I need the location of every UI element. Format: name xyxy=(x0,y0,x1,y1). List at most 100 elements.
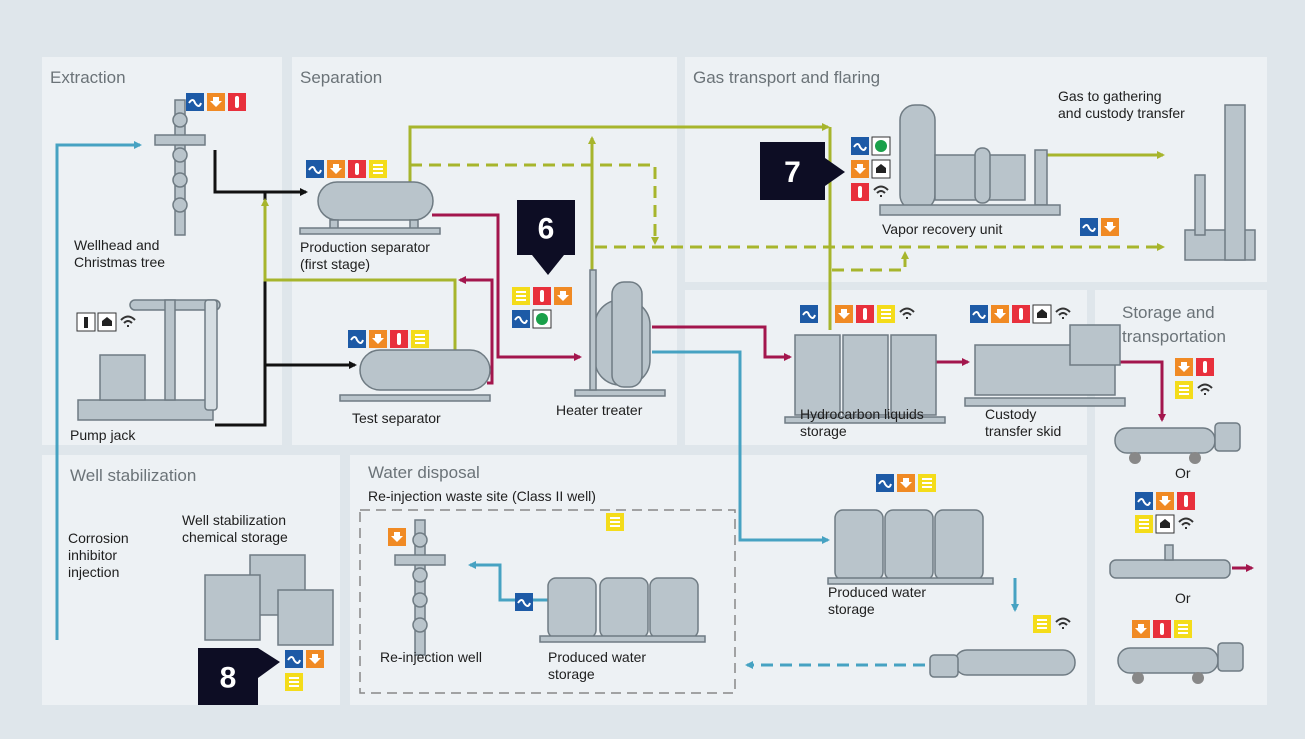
icon-glyph xyxy=(1203,361,1207,373)
equipment-part xyxy=(278,590,333,645)
label-line: Re-injection well xyxy=(380,649,482,665)
label-line: storage xyxy=(828,601,875,617)
section-title: Extraction xyxy=(50,68,126,87)
badge-number: 7 xyxy=(784,156,801,189)
section-title-line: Extraction xyxy=(50,68,126,87)
equipment-part xyxy=(1115,428,1215,453)
badge-number: 6 xyxy=(538,213,555,246)
equipment-part xyxy=(1195,175,1205,235)
wheel xyxy=(1129,452,1141,464)
equipment-part xyxy=(1035,150,1047,205)
valve xyxy=(413,533,427,547)
equipment-part xyxy=(575,390,665,396)
wheel xyxy=(1189,452,1201,464)
section-title: Gas transport and flaring xyxy=(693,68,880,87)
label: Heater treater xyxy=(556,402,643,418)
icon-glyph xyxy=(875,140,887,152)
label-line: transfer skid xyxy=(985,423,1061,439)
label-line: (first stage) xyxy=(300,256,370,272)
wheel xyxy=(1132,672,1144,684)
section-title-line: Gas transport and flaring xyxy=(693,68,880,87)
label-line: Custody xyxy=(985,406,1036,422)
equipment-part xyxy=(600,578,648,638)
equipment-part xyxy=(880,205,1060,215)
equipment-part xyxy=(1218,643,1243,671)
icon-glyph xyxy=(540,290,544,302)
valve xyxy=(173,148,187,162)
section-title-line: Storage and xyxy=(1122,303,1215,322)
label-line: inhibitor xyxy=(68,547,117,563)
valve xyxy=(413,618,427,632)
equipment-part xyxy=(548,578,596,638)
wheel xyxy=(1192,672,1204,684)
section-title: Separation xyxy=(300,68,382,87)
section-title: Water disposal xyxy=(368,463,480,482)
badge-number: 8 xyxy=(220,662,237,695)
label: Re-injection waste site (Class II well) xyxy=(368,488,596,504)
section-title-line: transportation xyxy=(1122,327,1226,346)
label-line: Or xyxy=(1175,590,1191,606)
label: Test separator xyxy=(352,410,441,426)
equipment-part xyxy=(340,395,490,401)
icon-glyph xyxy=(1160,623,1164,635)
equipment-part xyxy=(360,350,490,390)
equipment-part xyxy=(205,575,260,640)
section-title-line: Water disposal xyxy=(368,463,480,482)
equipment-part xyxy=(900,105,935,210)
equipment-part xyxy=(100,355,145,400)
equipment-part xyxy=(1110,560,1230,578)
valve xyxy=(413,568,427,582)
label-line: and custody transfer xyxy=(1058,105,1185,121)
valve xyxy=(173,173,187,187)
equipment-part xyxy=(935,510,983,580)
section-title: Well stabilization xyxy=(70,466,196,485)
equipment-part xyxy=(590,270,596,390)
valve xyxy=(413,593,427,607)
label-line: Re-injection waste site (Class II well) xyxy=(368,488,596,504)
page: {"sections": [ {"lines": ["Extraction"]}… xyxy=(0,0,1305,739)
label-line: Gas to gathering xyxy=(1058,88,1162,104)
icon-glyph xyxy=(858,186,862,198)
equipment-part xyxy=(165,300,175,400)
icon-glyph xyxy=(1184,495,1188,507)
label: Well stabilizationchemical storage xyxy=(182,512,288,545)
equipment-part xyxy=(612,282,642,387)
label-line: Pump jack xyxy=(70,427,136,443)
equipment-part xyxy=(205,300,217,410)
equipment-part xyxy=(1165,545,1173,560)
equipment-part xyxy=(885,510,933,580)
section-title-line: Well stabilization xyxy=(70,466,196,485)
equipment-part xyxy=(650,578,698,638)
label-line: chemical storage xyxy=(182,529,288,545)
label-line: Corrosion xyxy=(68,530,129,546)
valve xyxy=(173,198,187,212)
equipment-part xyxy=(891,335,936,415)
label-line: Hydrocarbon liquids xyxy=(800,406,924,422)
equipment-part xyxy=(1070,325,1120,365)
icon-glyph xyxy=(863,308,867,320)
equipment-part xyxy=(843,335,888,415)
label-line: Heater treater xyxy=(556,402,643,418)
label: Vapor recovery unit xyxy=(882,221,1002,237)
label-line: Vapor recovery unit xyxy=(882,221,1002,237)
equipment-part xyxy=(395,555,445,565)
equipment-part xyxy=(955,650,1075,675)
equipment-part xyxy=(835,510,883,580)
label-line: storage xyxy=(548,666,595,682)
icon-glyph xyxy=(84,317,88,328)
label: Or xyxy=(1175,465,1191,481)
equipment-part xyxy=(155,135,205,145)
label-line: Well stabilization xyxy=(182,512,286,528)
icon-glyph xyxy=(355,163,359,175)
equipment-part xyxy=(975,148,990,203)
equipment-part xyxy=(795,335,840,415)
section-title-line: Separation xyxy=(300,68,382,87)
label-line: Wellhead and xyxy=(74,237,159,253)
icon-glyph xyxy=(235,96,239,108)
label-line: Christmas tree xyxy=(74,254,165,270)
equipment-part xyxy=(930,655,958,677)
label: Or xyxy=(1175,590,1191,606)
equipment-part xyxy=(318,182,433,220)
equipment-part xyxy=(1118,648,1218,673)
